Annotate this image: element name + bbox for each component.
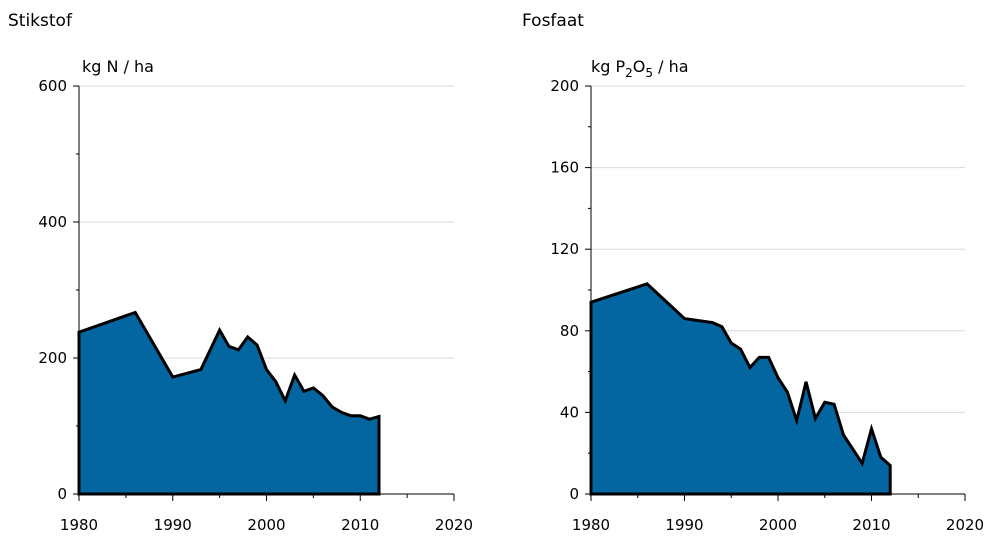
x-tick-label: 2020: [435, 516, 473, 534]
y-axis-label-part: O: [633, 57, 646, 76]
x-tick-label: 2020: [946, 516, 984, 534]
chart-title-fosfaat: Fosfaat: [522, 11, 584, 31]
y-tick-label: 400: [38, 213, 67, 231]
y-tick-label: 80: [560, 322, 579, 340]
area-series-stikstof: [77, 310, 381, 496]
x-tick-label: 1990: [154, 516, 192, 534]
x-tick-label: 1990: [665, 516, 703, 534]
fosfaat-chart: Fosfaat kg P2O5 / ha 0 40 80 120 160 200 1980…: [522, 11, 984, 534]
y-tick-label: 600: [38, 77, 67, 95]
x-ticks-fosfaat: 1980 1990 2000 2010 2020: [572, 494, 984, 534]
y-axis-label-fosfaat: kg P2O5 / ha: [591, 57, 689, 80]
y-axis-label-subscript: 2: [625, 66, 633, 80]
chart-title-stikstof: Stikstof: [8, 11, 73, 31]
y-axis-label-stikstof: kg N / ha: [82, 57, 154, 76]
area-series-fosfaat: [589, 282, 892, 496]
x-ticks-stikstof: 1980 1990 2000 2010 2020: [60, 494, 473, 534]
x-tick-label: 2010: [341, 516, 379, 534]
y-tick-label: 160: [550, 159, 579, 177]
y-axis-label-part: / ha: [653, 57, 689, 76]
y-ticks-fosfaat: 0 40 80 120 160 200: [550, 77, 591, 503]
y-tick-label: 200: [38, 349, 67, 367]
y-tick-label: 0: [569, 485, 579, 503]
y-tick-label: 200: [550, 77, 579, 95]
x-tick-label: 2000: [759, 516, 797, 534]
y-axis-label-part: kg P: [591, 57, 626, 76]
x-tick-label: 1980: [572, 516, 610, 534]
x-tick-label: 2000: [247, 516, 285, 534]
y-axis-label-subscript: 5: [645, 66, 653, 80]
x-tick-label: 2010: [852, 516, 890, 534]
y-tick-label: 120: [550, 240, 579, 258]
stikstof-chart: Stikstof kg N / ha 0 200 400 600 1980 1990 20…: [8, 11, 473, 534]
y-tick-label: 40: [560, 403, 579, 421]
y-tick-label: 0: [57, 485, 67, 503]
x-tick-label: 1980: [60, 516, 98, 534]
y-ticks-stikstof: 0 200 400 600: [38, 77, 79, 503]
